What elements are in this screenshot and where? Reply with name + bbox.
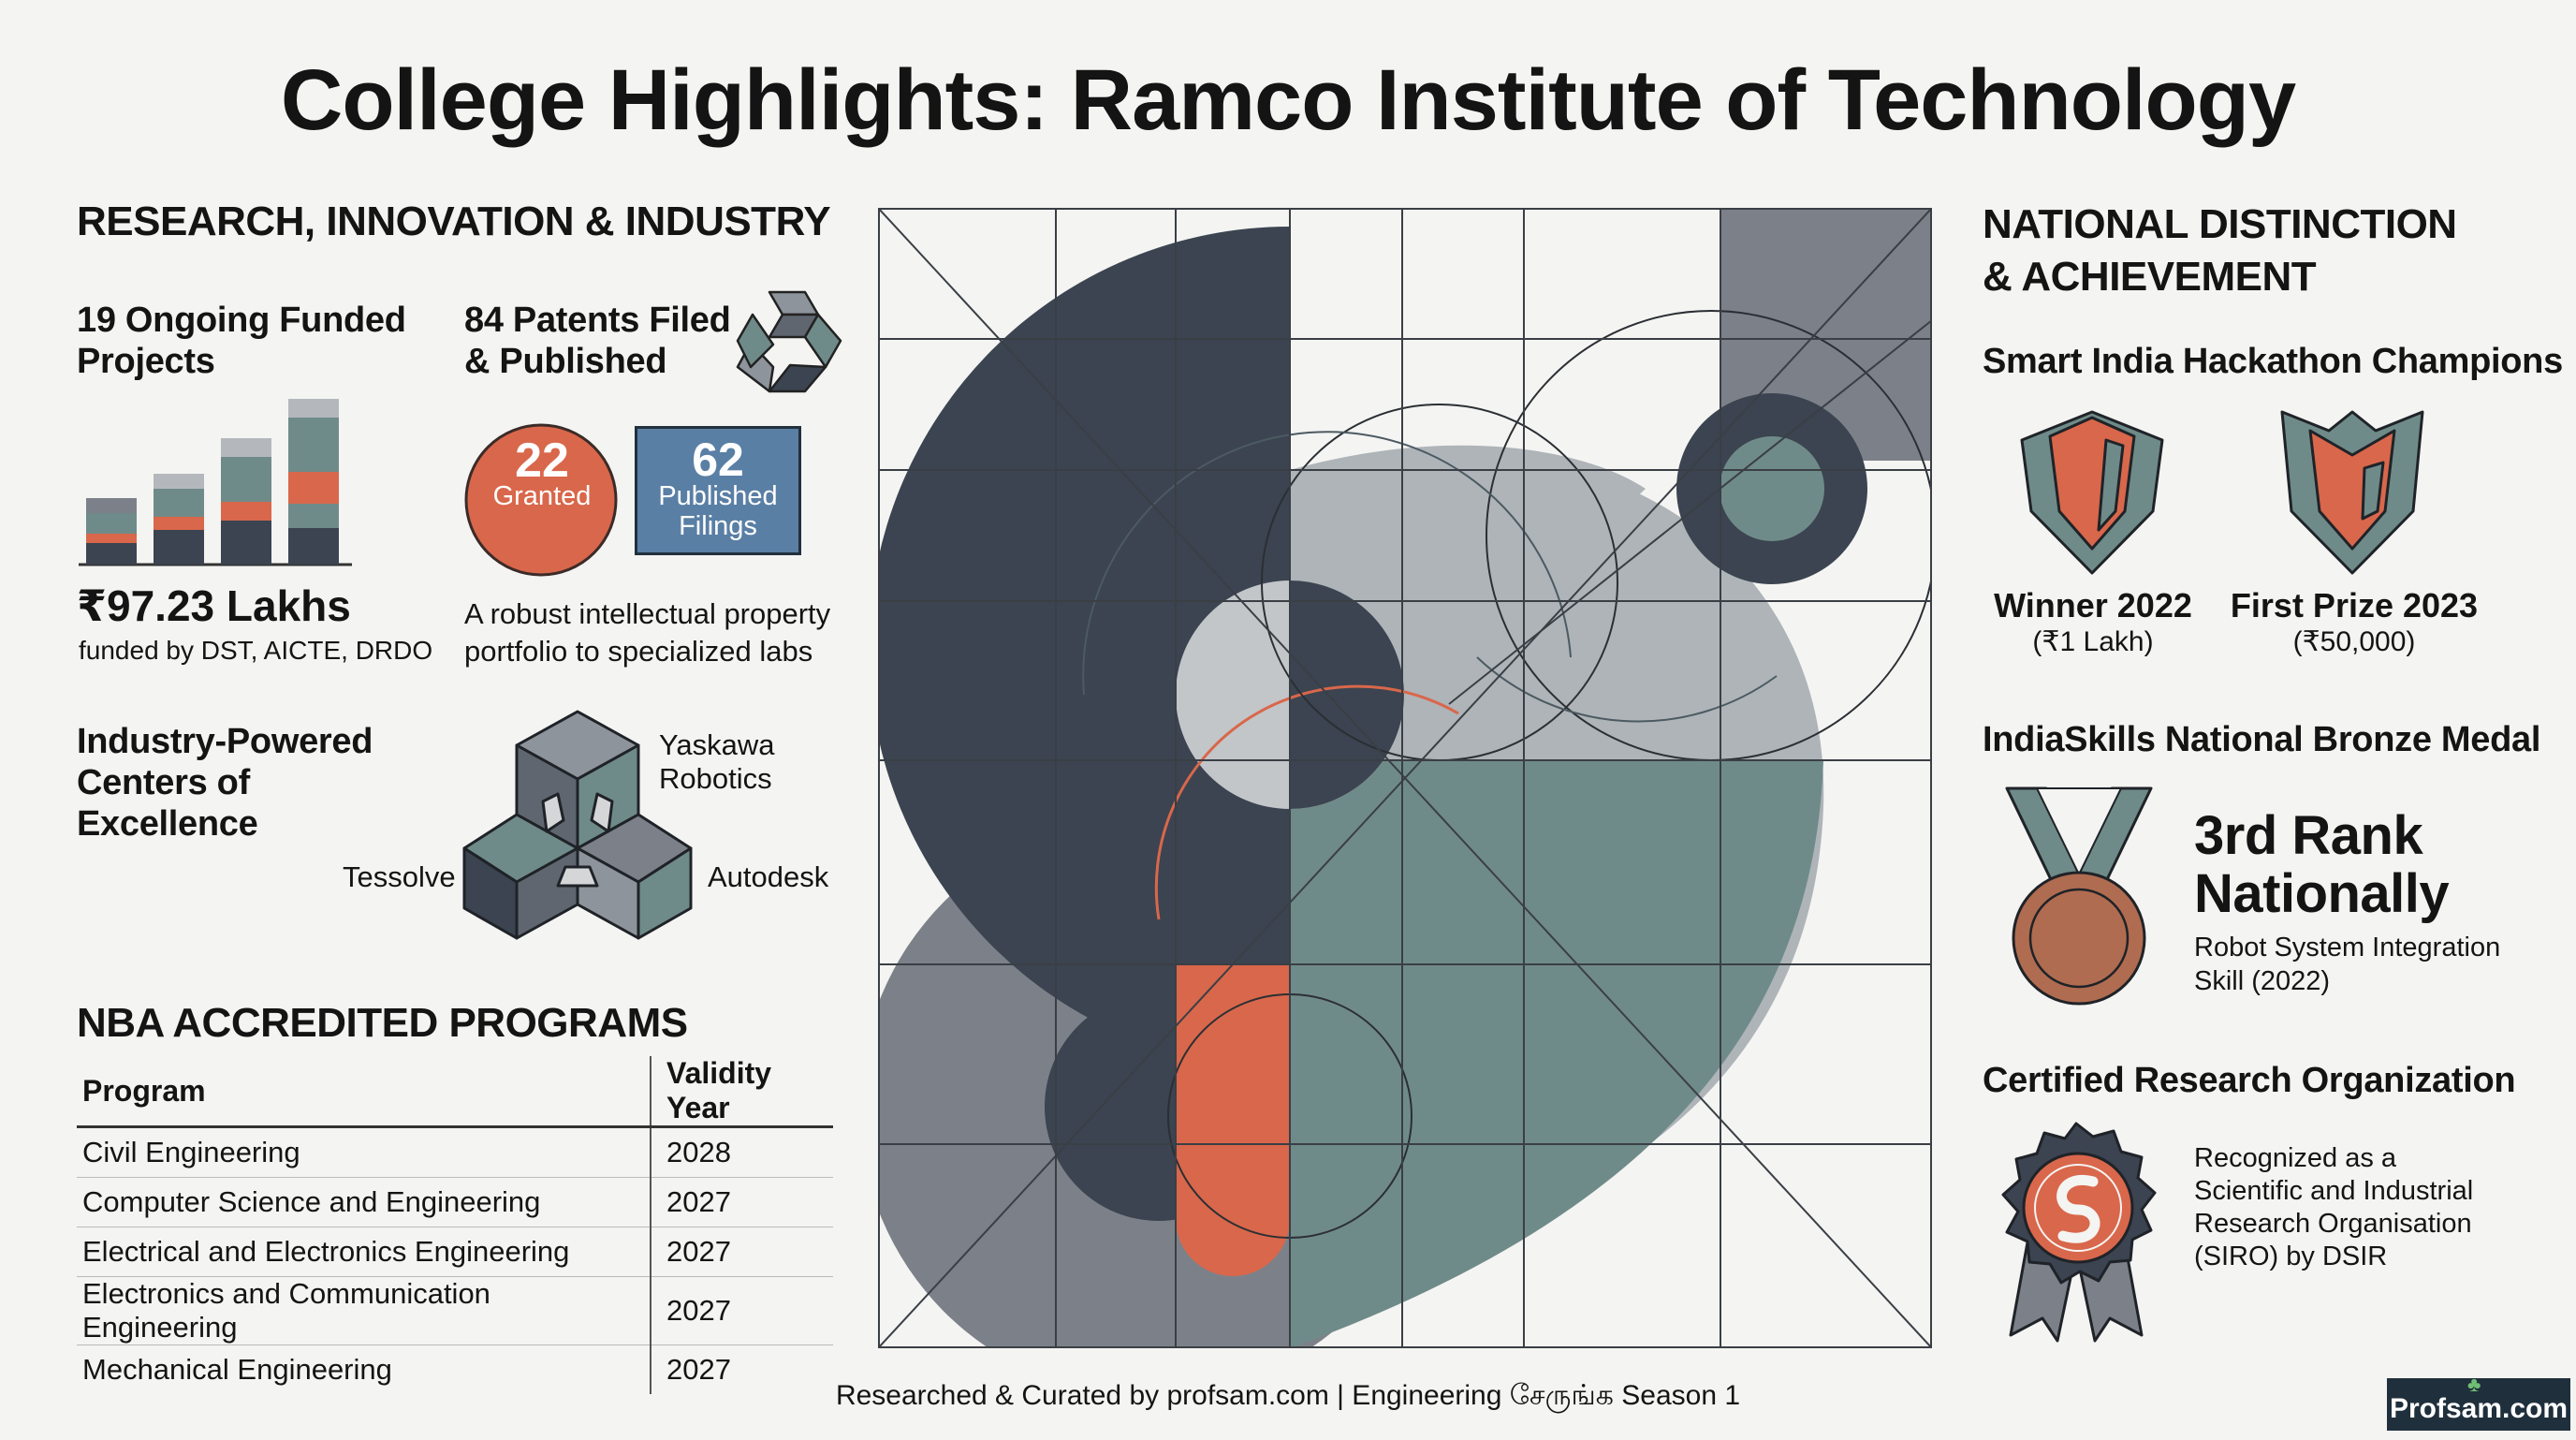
validity-cell: 2027: [650, 1344, 833, 1394]
table-row: Computer Science and Engineering 2027: [77, 1177, 833, 1227]
table-row: Electrical and Electronics Engineering 2…: [77, 1227, 833, 1277]
program-cell: Mechanical Engineering: [82, 1353, 392, 1386]
funded-projects-bars-icon: [79, 399, 352, 566]
first-prize-2023-amount: (₹50,000): [2292, 626, 2416, 657]
research-section-title: RESEARCH, INNOVATION & INDUSTRY: [77, 198, 831, 244]
program-cell: Civil Engineering: [77, 1126, 651, 1178]
geometric-artwork: [878, 208, 1932, 1348]
hackathon-heading: Smart India Hackathon Champions: [1983, 342, 2563, 381]
partner-autodesk: Autodesk: [708, 860, 829, 893]
table-header-row: Program Validity Year: [77, 1056, 833, 1128]
bronze-medal-icon: [2005, 786, 2153, 1006]
program-cell: Computer Science and Engineering: [77, 1177, 651, 1227]
granted-value: 22: [515, 433, 569, 488]
rank-text: 3rd Rank Nationally: [2194, 805, 2450, 924]
granted-label: Granted: [492, 481, 592, 511]
first-prize-2023-title: First Prize 2023: [2230, 586, 2479, 624]
industry-heading: Industry-Powered Centers of Excellence: [77, 722, 373, 844]
granted-circle: [464, 423, 618, 577]
winner-2022-title: Winner 2022: [1994, 586, 2192, 624]
industry-cubes-icon: [462, 710, 693, 940]
nba-title: NBA ACCREDITED PROGRAMS: [77, 1000, 688, 1046]
certified-badge-icon: [2001, 1122, 2157, 1343]
footer-credit: Researched & Curated by profsam.com | En…: [835, 1380, 1741, 1411]
table-row: Mechanical Engineering 2027: [77, 1344, 833, 1394]
distinction-section-title: NATIONAL DISTINCTION & ACHIEVEMENT: [1983, 201, 2457, 300]
column-header-validity: Validity Year: [650, 1056, 833, 1128]
published-label: Published Filings: [658, 481, 778, 541]
validity-cell: 2028: [650, 1126, 833, 1178]
partner-yaskawa: Yaskawa Robotics: [659, 728, 775, 795]
shield-2023-icon: [2280, 410, 2424, 575]
shield-2022-icon: [2020, 410, 2164, 575]
siro-detail: Recognized as a Scientific and Industria…: [2194, 1143, 2474, 1271]
partner-tessolve: Tessolve: [343, 860, 456, 893]
table-row: Electronics and Communication Engineerin…: [77, 1276, 833, 1345]
funders-text: funded by DST, AICTE, DRDO: [79, 636, 433, 665]
page-title: College Highlights: Ramco Institute of T…: [280, 52, 2296, 148]
validity-cell: 2027: [650, 1227, 833, 1277]
profsam-logo: ♣ Profsam.com: [2387, 1373, 2570, 1431]
siro-heading: Certified Research Organization: [1983, 1061, 2516, 1100]
skills-heading: IndiaSkills National Bronze Medal: [1983, 720, 2541, 759]
funding-amount: ₹97.23 Lakhs: [77, 581, 351, 630]
published-value: 62: [692, 433, 744, 486]
projects-heading: 19 Ongoing Funded Projects: [77, 301, 406, 381]
patents-caption: A robust intellectual property portfolio…: [464, 597, 831, 668]
winner-2022-amount: (₹1 Lakh): [2032, 626, 2154, 657]
logo-sprout-icon: ♣: [2467, 1373, 2481, 1396]
program-cell: Electrical and Electronics Engineering: [77, 1227, 651, 1277]
skills-detail: Robot System Integration Skill (2022): [2194, 933, 2501, 996]
validity-cell: 2027: [650, 1177, 833, 1227]
validity-cell: 2027: [650, 1276, 833, 1345]
column-header-program: Program: [77, 1056, 651, 1128]
patents-heading: 84 Patents Filed & Published: [464, 301, 731, 381]
nba-table: Program Validity Year Civil Engineering …: [77, 1056, 833, 1394]
table-row: Civil Engineering 2028: [77, 1126, 833, 1178]
program-cell: Electronics and Communication Engineerin…: [77, 1276, 651, 1345]
patent-cubes-icon: [736, 290, 842, 393]
published-box: [635, 426, 801, 555]
